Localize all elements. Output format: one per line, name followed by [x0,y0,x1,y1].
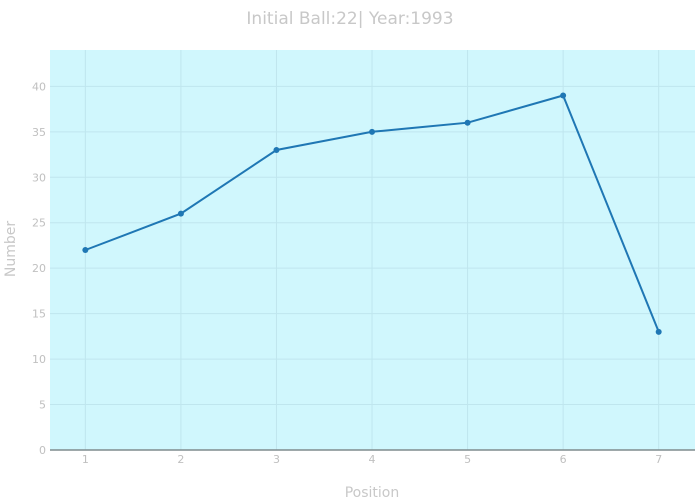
y-tick-label: 0 [39,444,46,457]
y-tick-label: 20 [32,262,46,275]
data-point [655,328,662,335]
y-tick-label: 25 [32,217,46,230]
data-point [369,128,376,135]
x-axis-label: Position [345,485,400,500]
x-tick-label: 5 [464,453,471,466]
data-points [82,92,662,335]
y-tick-label: 40 [32,80,46,93]
y-tick-label: 10 [32,353,46,366]
data-point [177,210,184,217]
y-tick-label: 35 [32,126,46,139]
y-tick-label: 30 [32,171,46,184]
x-tick-label: 2 [177,453,184,466]
x-tick-label: 4 [369,453,376,466]
x-tick-label: 1 [82,453,89,466]
y-tick-labels: 0 5 10 15 20 25 30 35 40 [32,80,46,457]
x-tick-label: 7 [655,453,662,466]
y-axis-label: Number [3,221,19,277]
data-point [273,147,280,153]
data-point [464,119,471,126]
y-tick-label: 5 [39,399,46,412]
x-gridlines [84,50,660,450]
y-tick-label: 15 [32,308,46,321]
chart-title: Initial Ball:22| Year:1993 [246,9,453,29]
x-tick-label: 6 [560,453,567,466]
data-point [560,92,567,99]
x-tick-labels: 1 2 3 4 5 6 7 [82,453,662,466]
data-point [82,247,89,253]
x-tick-label: 3 [273,453,280,466]
